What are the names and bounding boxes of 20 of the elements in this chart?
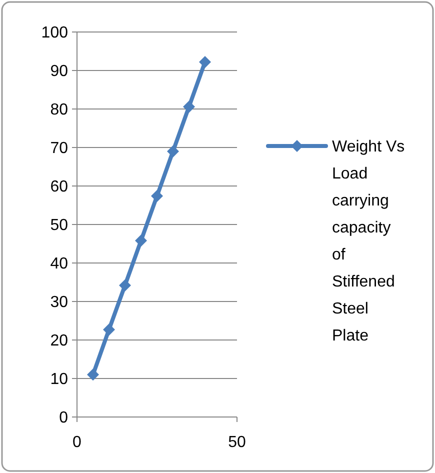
y-tick-label: 50	[50, 217, 68, 234]
y-tick-label: 80	[50, 102, 68, 119]
y-tick-label: 20	[50, 332, 68, 350]
y-tick-label: 10	[50, 371, 68, 388]
y-tick-label: 100	[41, 24, 68, 42]
point	[119, 279, 131, 292]
y-tick-label: 0	[59, 410, 68, 427]
point	[87, 368, 99, 381]
point	[135, 234, 147, 247]
point	[167, 145, 179, 158]
y-tick-label: 30	[50, 294, 68, 312]
point	[103, 324, 115, 336]
point	[183, 100, 195, 113]
point	[151, 190, 163, 202]
y-tick-label: 90	[50, 63, 68, 80]
point	[199, 56, 211, 68]
legend-label: Weight Vs Load carrying capacity of Stiffened Steel Plate	[332, 138, 405, 345]
y-tick-label: 70	[50, 140, 68, 158]
y-tick-label: 40	[50, 256, 68, 273]
y-tick-label: 60	[50, 178, 68, 196]
